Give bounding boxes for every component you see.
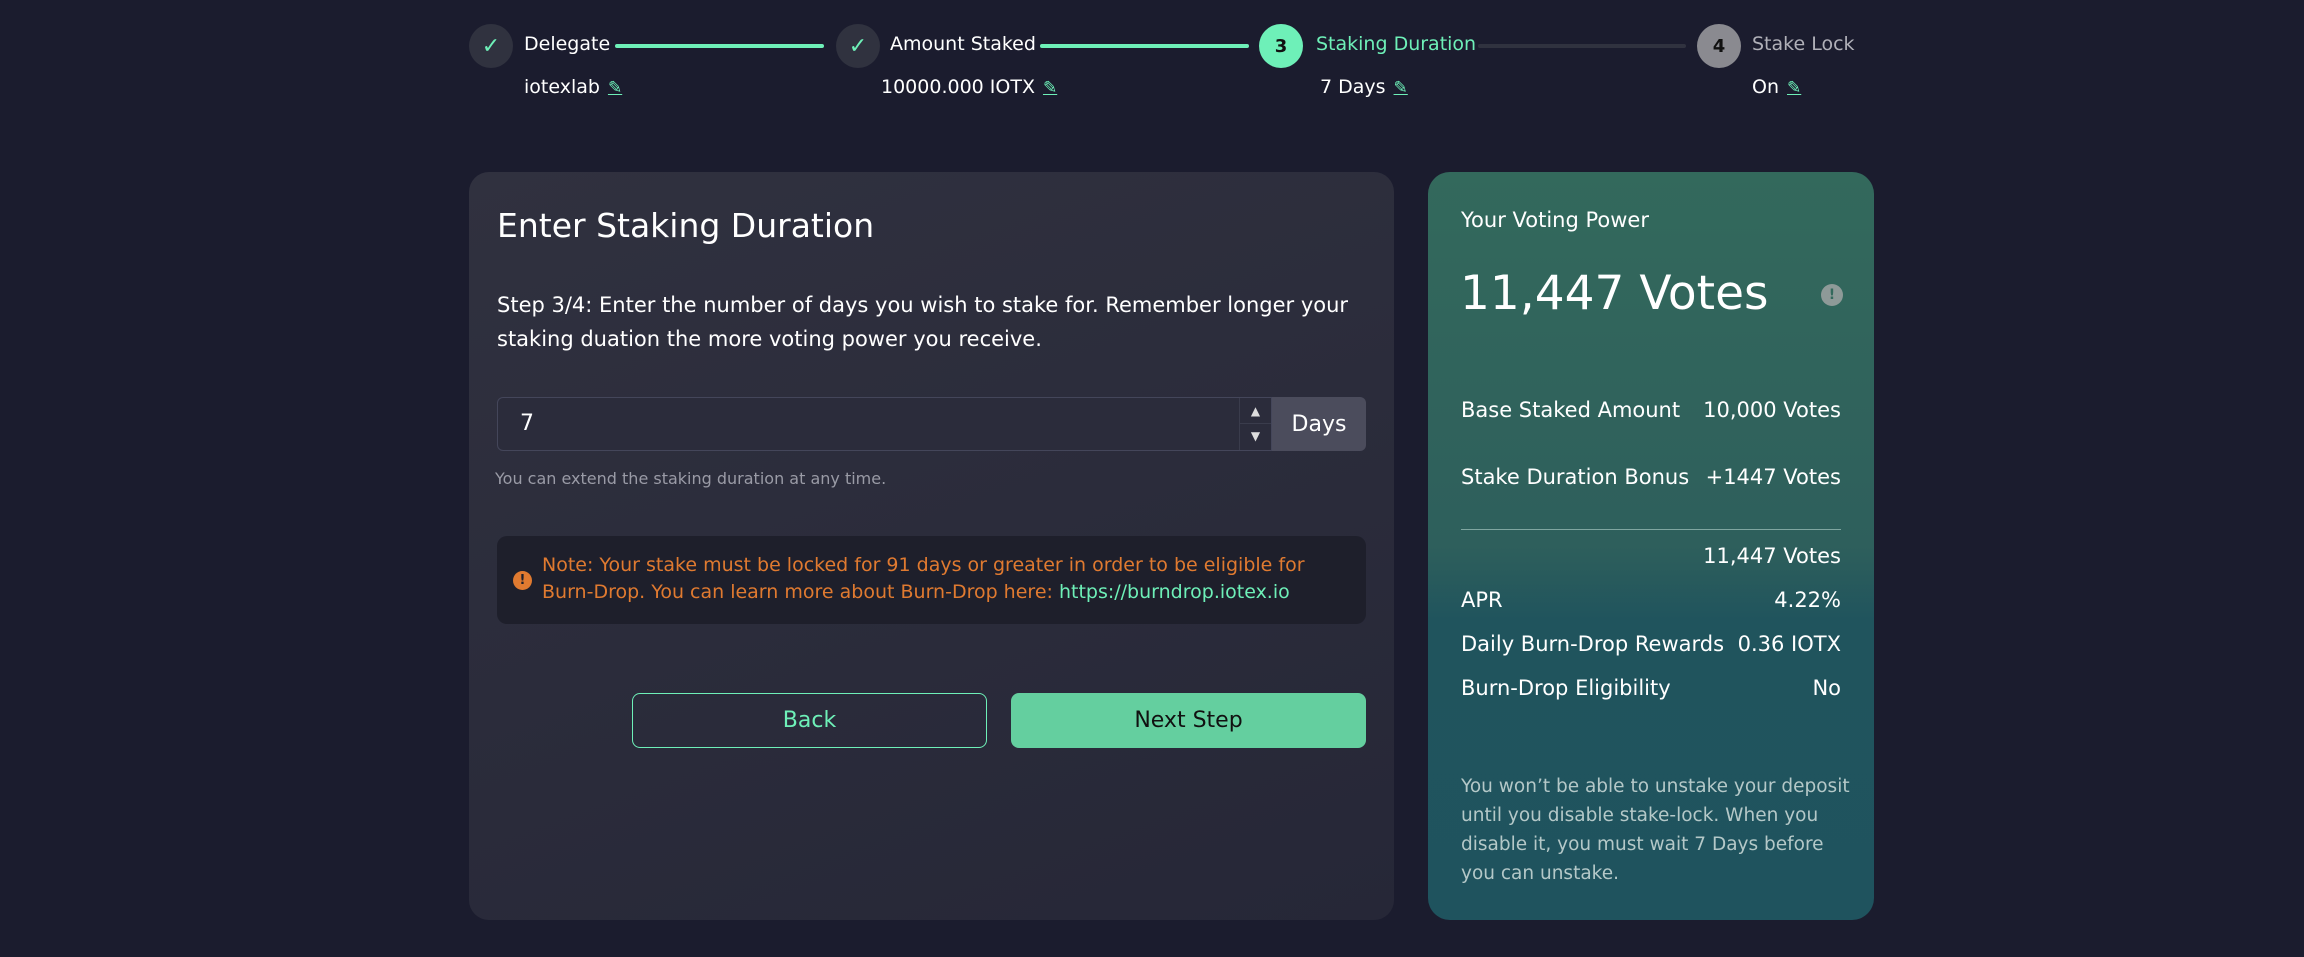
step-number-3: 3 bbox=[1259, 24, 1303, 68]
voting-power-card: Your Voting Power 11,447 Votes ! Base St… bbox=[1428, 172, 1874, 920]
edit-icon[interactable]: ✎ bbox=[1787, 78, 1802, 98]
base-staked-row: Base Staked Amount 10,000 Votes bbox=[1461, 398, 1841, 422]
eligibility-row: Burn-Drop Eligibility No bbox=[1461, 676, 1841, 700]
check-icon: ✓ bbox=[469, 24, 513, 68]
info-icon[interactable]: ! bbox=[1821, 284, 1843, 306]
voting-power-total: 11,447 Votes bbox=[1460, 266, 1769, 321]
row-label: Daily Burn-Drop Rewards bbox=[1461, 632, 1725, 656]
burn-drop-note: ! Note: Your stake must be locked for 91… bbox=[497, 536, 1366, 624]
stake-lock-footer: You won’t be able to unstake your deposi… bbox=[1461, 776, 1850, 884]
step-value-text: iotexlab bbox=[524, 76, 600, 98]
daily-rewards-row: Daily Burn-Drop Rewards 0.36 IOTX bbox=[1461, 632, 1841, 656]
step-description: Step 3/4: Enter the number of days you w… bbox=[497, 293, 1349, 351]
row-value: 0.36 IOTX bbox=[1737, 632, 1841, 656]
step-value-text: On bbox=[1752, 76, 1779, 98]
increment-button[interactable]: ▲ bbox=[1240, 398, 1271, 424]
row-value: 11,447 Votes bbox=[1703, 544, 1841, 568]
row-label: Stake Duration Bonus bbox=[1461, 465, 1690, 489]
step-label-amount: Amount Staked bbox=[890, 33, 1036, 55]
edit-icon[interactable]: ✎ bbox=[1042, 78, 1058, 98]
step-label-duration: Staking Duration bbox=[1316, 33, 1477, 55]
step-value-text: 10000.000 IOTX bbox=[881, 76, 1035, 98]
edit-icon[interactable]: ✎ bbox=[607, 78, 623, 98]
edit-icon[interactable]: ✎ bbox=[1393, 78, 1408, 98]
step-value-text: 7 Days bbox=[1320, 76, 1386, 98]
row-label: APR bbox=[1461, 588, 1503, 612]
row-label: Burn-Drop Eligibility bbox=[1461, 676, 1671, 700]
warning-icon: ! bbox=[513, 571, 532, 590]
next-step-button[interactable]: Next Step bbox=[1011, 693, 1366, 748]
duration-input[interactable]: 7 ▲ ▼ bbox=[497, 397, 1272, 451]
staking-duration-card: Enter Staking Duration Step 3/4: Enter t… bbox=[469, 172, 1394, 920]
voting-power-title: Your Voting Power bbox=[1461, 208, 1649, 232]
step-connector bbox=[615, 44, 824, 48]
step-value-lock[interactable]: On ✎ bbox=[1752, 76, 1801, 98]
divider bbox=[1461, 529, 1841, 530]
step-connector bbox=[1478, 44, 1686, 48]
row-value: No bbox=[1812, 676, 1841, 700]
step-value-duration[interactable]: 7 Days ✎ bbox=[1320, 76, 1408, 98]
decrement-button[interactable]: ▼ bbox=[1250, 429, 1261, 443]
apr-row: APR 4.22% bbox=[1461, 588, 1841, 612]
burndrop-link[interactable]: https://burndrop.iotex.io bbox=[1058, 581, 1290, 603]
step-number-4: 4 bbox=[1697, 24, 1741, 68]
row-value: 4.22% bbox=[1774, 588, 1841, 612]
step-label-delegate: Delegate bbox=[524, 33, 611, 55]
row-value: 10,000 Votes bbox=[1703, 398, 1841, 422]
step-value-delegate[interactable]: iotexlab ✎ bbox=[524, 76, 622, 98]
note-text: Note: Your stake must be locked for 91 d… bbox=[542, 552, 1352, 606]
unit-label: Days bbox=[1272, 397, 1366, 451]
row-label: Base Staked Amount bbox=[1461, 398, 1681, 422]
step-value-amount[interactable]: 10000.000 IOTX ✎ bbox=[881, 76, 1057, 98]
duration-bonus-row: Stake Duration Bonus +1447 Votes bbox=[1461, 465, 1841, 489]
duration-input-value: 7 bbox=[520, 411, 534, 436]
back-button[interactable]: Back bbox=[632, 693, 987, 748]
step-label-lock: Stake Lock bbox=[1752, 33, 1855, 55]
check-icon: ✓ bbox=[836, 24, 880, 68]
step-connector bbox=[1040, 44, 1249, 48]
helper-text: You can extend the staking duration at a… bbox=[495, 469, 887, 488]
note-body: Note: Your stake must be locked for 91 d… bbox=[542, 554, 1305, 603]
sum-row: 11,447 Votes bbox=[1461, 544, 1841, 568]
page-title: Enter Staking Duration bbox=[497, 206, 875, 245]
row-value: +1447 Votes bbox=[1705, 465, 1841, 489]
